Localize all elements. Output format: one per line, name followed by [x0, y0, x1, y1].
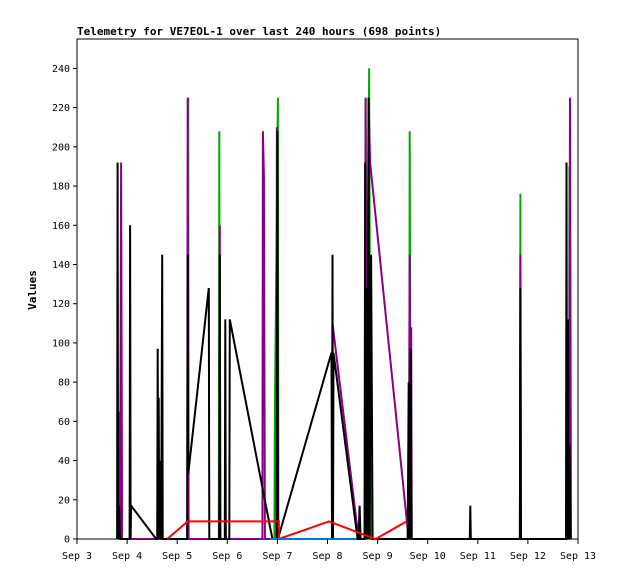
chart-title: Telemetry for VE7EOL-1 over last 240 hou…: [77, 25, 441, 38]
y-tick-label: 0: [64, 535, 70, 546]
x-tick-label: Sep 11: [460, 551, 496, 562]
x-tick-label: Sep 9: [363, 551, 393, 562]
y-tick-label: 220: [52, 103, 70, 114]
y-axis-label: Values: [26, 270, 39, 310]
x-tick-label: Sep 12: [510, 551, 546, 562]
series-line-4: [166, 520, 408, 541]
x-tick-label: Sep 6: [212, 551, 242, 562]
x-tick-label: Sep 5: [162, 551, 192, 562]
y-tick-label: 80: [58, 378, 70, 389]
y-tick-label: 240: [52, 64, 70, 75]
y-tick-label: 140: [52, 260, 70, 271]
x-tick-label: Sep 7: [262, 551, 292, 562]
x-tick-label: Sep 4: [112, 551, 142, 562]
y-tick-label: 100: [52, 338, 70, 349]
series-line-3: [116, 97, 572, 540]
y-tick-label: 120: [52, 299, 70, 310]
plot-area: [76, 38, 579, 540]
y-tick-label: 200: [52, 142, 70, 153]
y-tick-label: 40: [58, 456, 70, 467]
x-tick-label: Sep 8: [312, 551, 342, 562]
x-tick-label: Sep 3: [62, 551, 92, 562]
y-tick-label: 20: [58, 495, 70, 506]
x-tick-label: Sep 10: [410, 551, 446, 562]
y-tick-label: 60: [58, 417, 70, 428]
x-tick-label: Sep 13: [560, 551, 596, 562]
axes-layer: 0 20 40 60 80 100 120 140 160 180 200 220 240 Sep 3 Se…: [52, 64, 596, 562]
y-tick-label: 160: [52, 221, 70, 232]
y-tick-label: 180: [52, 182, 70, 193]
series-layer: [116, 68, 572, 541]
